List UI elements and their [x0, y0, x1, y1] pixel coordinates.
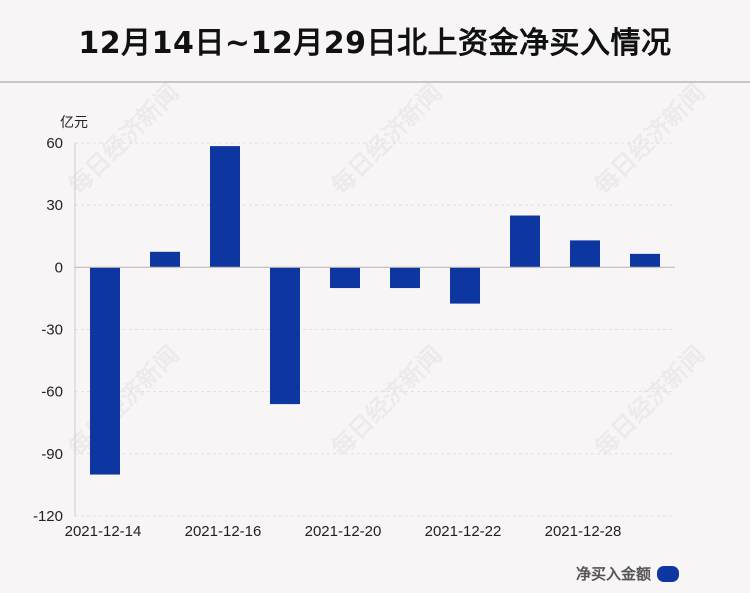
y-tick-label: -60	[41, 384, 63, 401]
bar	[150, 251, 180, 268]
x-tick-label: 2021-12-20	[305, 523, 382, 540]
chart-title: 12月14日~12月29日北上资金净买入情况	[78, 26, 672, 61]
bar	[390, 267, 420, 289]
bar	[630, 253, 660, 268]
bar	[510, 215, 540, 268]
y-tick-label: -120	[33, 508, 63, 525]
x-tick-label: 2021-12-14	[65, 523, 142, 540]
title-divider	[0, 81, 750, 83]
y-tick-label: -30	[41, 322, 63, 339]
bar	[270, 267, 300, 405]
legend: 净买入金额	[576, 563, 680, 584]
bar	[90, 267, 120, 475]
x-tick-label: 2021-12-16	[185, 523, 262, 540]
legend-swatch	[657, 565, 680, 582]
bar	[330, 267, 360, 289]
bar	[210, 146, 240, 268]
y-tick-label: -90	[41, 446, 63, 463]
legend-label: 净买入金额	[576, 565, 652, 583]
bar	[450, 267, 480, 304]
y-tick-label: 60	[46, 135, 63, 152]
bar	[570, 240, 600, 268]
x-tick-label: 2021-12-22	[425, 523, 502, 540]
y-tick-label: 30	[46, 197, 63, 214]
y-axis-unit: 亿元	[60, 115, 88, 131]
x-tick-label: 2021-12-28	[545, 523, 622, 540]
y-tick-label: 0	[55, 259, 63, 276]
